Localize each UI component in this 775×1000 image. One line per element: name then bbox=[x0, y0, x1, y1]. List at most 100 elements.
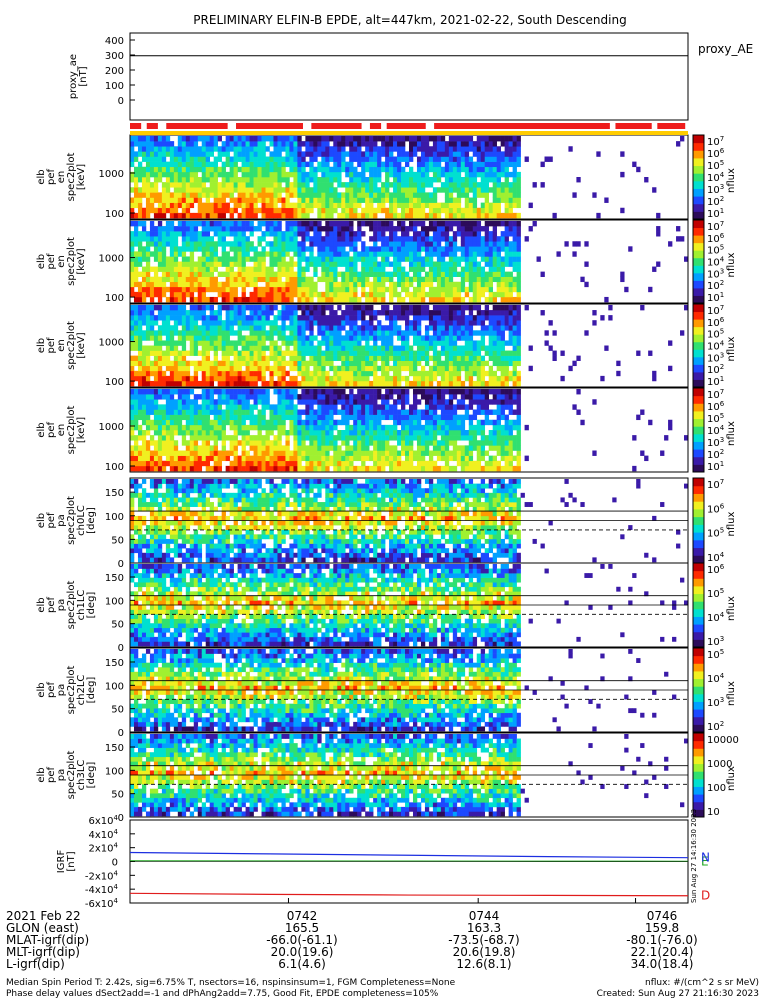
heatmap-cell bbox=[241, 440, 246, 446]
heatmap-cell bbox=[273, 315, 278, 321]
heatmap-cell bbox=[432, 207, 438, 214]
heatmap-cell bbox=[305, 375, 310, 382]
heatmap-cell bbox=[381, 291, 386, 298]
heatmap-cell bbox=[285, 350, 290, 356]
heatmap-cell bbox=[277, 360, 282, 367]
heatmap-cell bbox=[169, 394, 175, 400]
heatmap-cell bbox=[448, 261, 454, 267]
heatmap-cell bbox=[620, 171, 625, 178]
heatmap-cell bbox=[293, 236, 298, 242]
heatmap-cell bbox=[197, 325, 203, 331]
heatmap-cell bbox=[269, 231, 274, 237]
heatmap-cell bbox=[297, 450, 302, 456]
heatmap-cell bbox=[496, 221, 501, 227]
heatmap-cell bbox=[229, 305, 234, 311]
heatmap-cell bbox=[253, 355, 258, 361]
heatmap-cell bbox=[504, 171, 509, 178]
heatmap-cell bbox=[420, 207, 426, 214]
heatmap-cell bbox=[436, 202, 442, 209]
heatmap-cell bbox=[472, 380, 478, 387]
heatmap-cell bbox=[309, 187, 314, 193]
heatmap-cell bbox=[329, 256, 334, 262]
heatmap-cell bbox=[133, 389, 139, 395]
heatmap-cell bbox=[321, 266, 326, 272]
heatmap-cell bbox=[528, 365, 533, 372]
heatmap-cell bbox=[165, 320, 171, 326]
heatmap-cell bbox=[516, 141, 521, 147]
heatmap-cell bbox=[576, 177, 581, 183]
heatmap-cell bbox=[161, 241, 167, 247]
heatmap-cell bbox=[309, 320, 314, 326]
heatmap-cell bbox=[165, 440, 171, 446]
heatmap-cell bbox=[130, 241, 135, 247]
heatmap-cell bbox=[456, 296, 462, 303]
heatmap-cell bbox=[492, 156, 497, 162]
heatmap-cell bbox=[440, 136, 446, 142]
heatmap-cell bbox=[464, 375, 470, 382]
heatmap-cell bbox=[149, 350, 155, 356]
heatmap-cell bbox=[500, 365, 505, 372]
heatmap-cell bbox=[205, 430, 211, 436]
heatmap-cell bbox=[225, 261, 230, 267]
heatmap-cell bbox=[676, 141, 681, 147]
heatmap-cell bbox=[197, 465, 203, 472]
heatmap-cell bbox=[293, 375, 298, 382]
heatmap-cell bbox=[337, 315, 342, 321]
heatmap-cell bbox=[205, 286, 211, 293]
heatmap-cell bbox=[217, 305, 222, 311]
heatmap-cell bbox=[245, 221, 250, 227]
heatmap-cell bbox=[297, 192, 302, 198]
heatmap-cell bbox=[257, 151, 262, 157]
heatmap-cell bbox=[205, 226, 211, 232]
heatmap-cell bbox=[309, 335, 314, 341]
heatmap-cell bbox=[492, 251, 497, 257]
heatmap-cell bbox=[325, 256, 330, 262]
heatmap-cell bbox=[452, 320, 458, 326]
heatmap-cell bbox=[440, 246, 446, 252]
heatmap-cell bbox=[337, 177, 342, 183]
heatmap-cell bbox=[145, 389, 151, 395]
heatmap-cell bbox=[401, 330, 406, 336]
heatmap-cell bbox=[476, 141, 482, 147]
heatmap-cell bbox=[285, 455, 290, 462]
heatmap-cell bbox=[130, 207, 135, 214]
heatmap-cell bbox=[361, 171, 366, 178]
heatmap-cell bbox=[464, 345, 470, 351]
heatmap-cell bbox=[480, 276, 486, 283]
heatmap-cell bbox=[293, 291, 298, 298]
heatmap-cell bbox=[484, 261, 490, 267]
heatmap-cell bbox=[229, 231, 234, 237]
heatmap-cell bbox=[133, 261, 139, 267]
heatmap-cell bbox=[420, 221, 426, 227]
heatmap-cell bbox=[209, 182, 214, 188]
heatmap-cell bbox=[592, 310, 597, 316]
heatmap-cell bbox=[516, 370, 521, 377]
heatmap-cell bbox=[241, 281, 246, 288]
colorbar-segment bbox=[693, 295, 704, 304]
heatmap-cell bbox=[293, 330, 298, 336]
heatmap-cell bbox=[452, 266, 458, 272]
heatmap-cell bbox=[249, 202, 254, 209]
heatmap-cell bbox=[253, 440, 258, 446]
heatmap-cell bbox=[193, 315, 199, 321]
heatmap-cell bbox=[412, 296, 418, 303]
heatmap-cell bbox=[309, 340, 314, 346]
heatmap-cell bbox=[389, 212, 394, 219]
heatmap-cell bbox=[173, 445, 179, 451]
heatmap-cell bbox=[177, 450, 183, 456]
heatmap-cell bbox=[205, 281, 211, 288]
heatmap-cell bbox=[448, 315, 454, 321]
heatmap-cell bbox=[265, 345, 270, 351]
heatmap-cell bbox=[544, 156, 549, 162]
heatmap-cell bbox=[305, 202, 310, 209]
heatmap-cell bbox=[257, 226, 262, 232]
heatmap-cell bbox=[281, 197, 286, 203]
heatmap-cell bbox=[133, 375, 139, 382]
heatmap-cell bbox=[141, 192, 147, 198]
heatmap-cell bbox=[373, 261, 378, 267]
heatmap-cell bbox=[169, 330, 175, 336]
heatmap-cell bbox=[130, 221, 135, 227]
heatmap-cell bbox=[321, 187, 326, 193]
heatmap-cell bbox=[516, 256, 521, 262]
heatmap-cell bbox=[145, 146, 151, 152]
